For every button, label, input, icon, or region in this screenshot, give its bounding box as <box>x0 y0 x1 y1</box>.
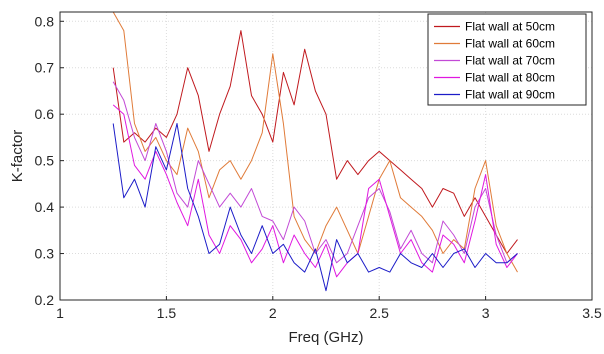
legend-label: Flat wall at 70cm <box>465 54 555 68</box>
x-axis: 1 1.5 2 2.5 3 3.5 <box>56 296 602 321</box>
y-tick-label: 0.8 <box>35 13 55 29</box>
plot-frame <box>59 11 593 301</box>
series-layer <box>112 11 518 292</box>
legend-label: Flat wall at 80cm <box>465 71 555 85</box>
series-line-1 <box>112 30 518 254</box>
legend-label: Flat wall at 90cm <box>465 88 555 102</box>
x-tick-label: 2 <box>269 305 277 321</box>
y-tick-label: 0.5 <box>35 153 55 169</box>
y-axis-label: K-factor <box>9 130 26 183</box>
x-tick-label: 1 <box>56 305 64 321</box>
series-line-5 <box>112 123 518 292</box>
x-tick-label: 1.5 <box>157 305 177 321</box>
y-axis: 0.2 0.3 0.4 0.5 0.6 0.7 0.8 <box>35 13 64 308</box>
y-tick-label: 0.6 <box>35 106 55 122</box>
legend: Flat wall at 50cm Flat wall at 60cm Flat w… <box>427 13 587 106</box>
series-line-3 <box>112 81 518 264</box>
legend-label: Flat wall at 50cm <box>465 20 555 34</box>
legend-label: Flat wall at 60cm <box>465 37 555 51</box>
x-axis-label: Freq (GHz) <box>289 329 364 346</box>
y-tick-label: 0.7 <box>35 60 55 76</box>
y-tick-label: 0.3 <box>35 246 55 262</box>
x-tick-label: 3 <box>482 305 490 321</box>
series-line-4 <box>112 104 518 278</box>
legend-box <box>427 13 587 106</box>
x-tick-label: 2.5 <box>369 305 389 321</box>
y-tick-label: 0.4 <box>35 199 55 215</box>
y-tick-label: 0.2 <box>35 292 55 308</box>
x-tick-label: 3.5 <box>582 305 602 321</box>
